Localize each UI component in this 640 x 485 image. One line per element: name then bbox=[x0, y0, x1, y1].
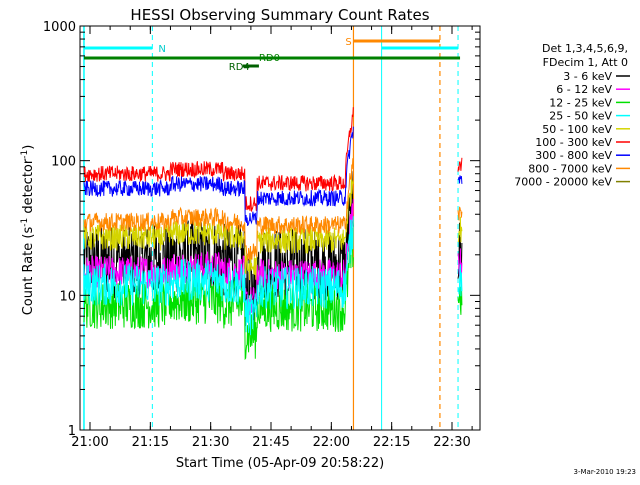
legend-header-1: FDecim 1, Att 0 bbox=[543, 56, 628, 69]
series-trace-3 bbox=[83, 216, 463, 336]
y-tick-label-3: 1000 bbox=[43, 20, 76, 35]
x-tick-label-5: 22:15 bbox=[373, 435, 410, 450]
series-trace-5 bbox=[83, 107, 463, 212]
y-axis-label-sup1: -1 bbox=[20, 218, 30, 227]
flag-label-S: S bbox=[345, 37, 351, 48]
x-tick-label-6: 22:30 bbox=[433, 435, 470, 450]
legend-header-0: Det 1,3,4,5,6,9, bbox=[542, 42, 628, 55]
legend-entry-8: 7000 - 20000 keV bbox=[514, 176, 612, 189]
x-tick-label-1: 21:15 bbox=[132, 435, 169, 450]
y-tick-label-1: 10 bbox=[59, 289, 76, 304]
y-axis-label-part3: ) bbox=[21, 145, 36, 150]
legend-entry-0: 3 - 6 keV bbox=[563, 70, 612, 83]
y-axis-label-sup2: -1 bbox=[20, 150, 30, 159]
x-tick-label-2: 21:30 bbox=[192, 435, 229, 450]
legend-entry-7: 800 - 7000 keV bbox=[528, 162, 612, 175]
x-tick-label-3: 21:45 bbox=[252, 435, 289, 450]
x-tick-label-4: 22:00 bbox=[313, 435, 350, 450]
flag-label-RD0: RD0 bbox=[259, 53, 280, 64]
axes: 21:00 21:15 21:30 21:45 22:00 22:15 22:30 1 10 10… bbox=[43, 20, 481, 450]
y-axis-label-part2: detector bbox=[21, 158, 36, 218]
legend: Det 1,3,4,5,6,9,FDecim 1, Att 03 - 6 keV… bbox=[514, 42, 630, 189]
y-axis-label: Count Rate (s-1 detector-1) bbox=[20, 145, 36, 316]
flag-label-N: N bbox=[158, 44, 165, 55]
plot-area: N S RD0 RD4 bbox=[83, 26, 463, 431]
y-tick-label-0: 1 bbox=[68, 424, 76, 439]
legend-entry-6: 300 - 800 keV bbox=[535, 149, 612, 162]
legend-entry-3: 25 - 50 keV bbox=[549, 110, 612, 123]
y-axis-label-part1: Count Rate (s bbox=[21, 227, 36, 316]
legend-entry-5: 100 - 300 keV bbox=[535, 136, 612, 149]
series-trace-2 bbox=[83, 227, 463, 361]
plot-frame bbox=[79, 25, 481, 431]
series-trace-7 bbox=[83, 158, 463, 261]
legend-entry-4: 50 - 100 keV bbox=[542, 123, 612, 136]
legend-entry-2: 12 - 25 keV bbox=[549, 96, 612, 109]
y-tick-label-2: 100 bbox=[51, 155, 76, 170]
timestamp: 3-Mar-2010 19:23 bbox=[574, 468, 636, 476]
chart-title: HESSI Observing Summary Count Rates bbox=[130, 6, 429, 24]
x-tick-label-0: 21:00 bbox=[71, 435, 108, 450]
flag-label-RD4: RD4 bbox=[229, 62, 250, 73]
x-axis-label: Start Time (05-Apr-09 20:58:22) bbox=[176, 456, 384, 471]
series-trace-6 bbox=[83, 126, 463, 226]
legend-entry-1: 6 - 12 keV bbox=[556, 83, 612, 96]
